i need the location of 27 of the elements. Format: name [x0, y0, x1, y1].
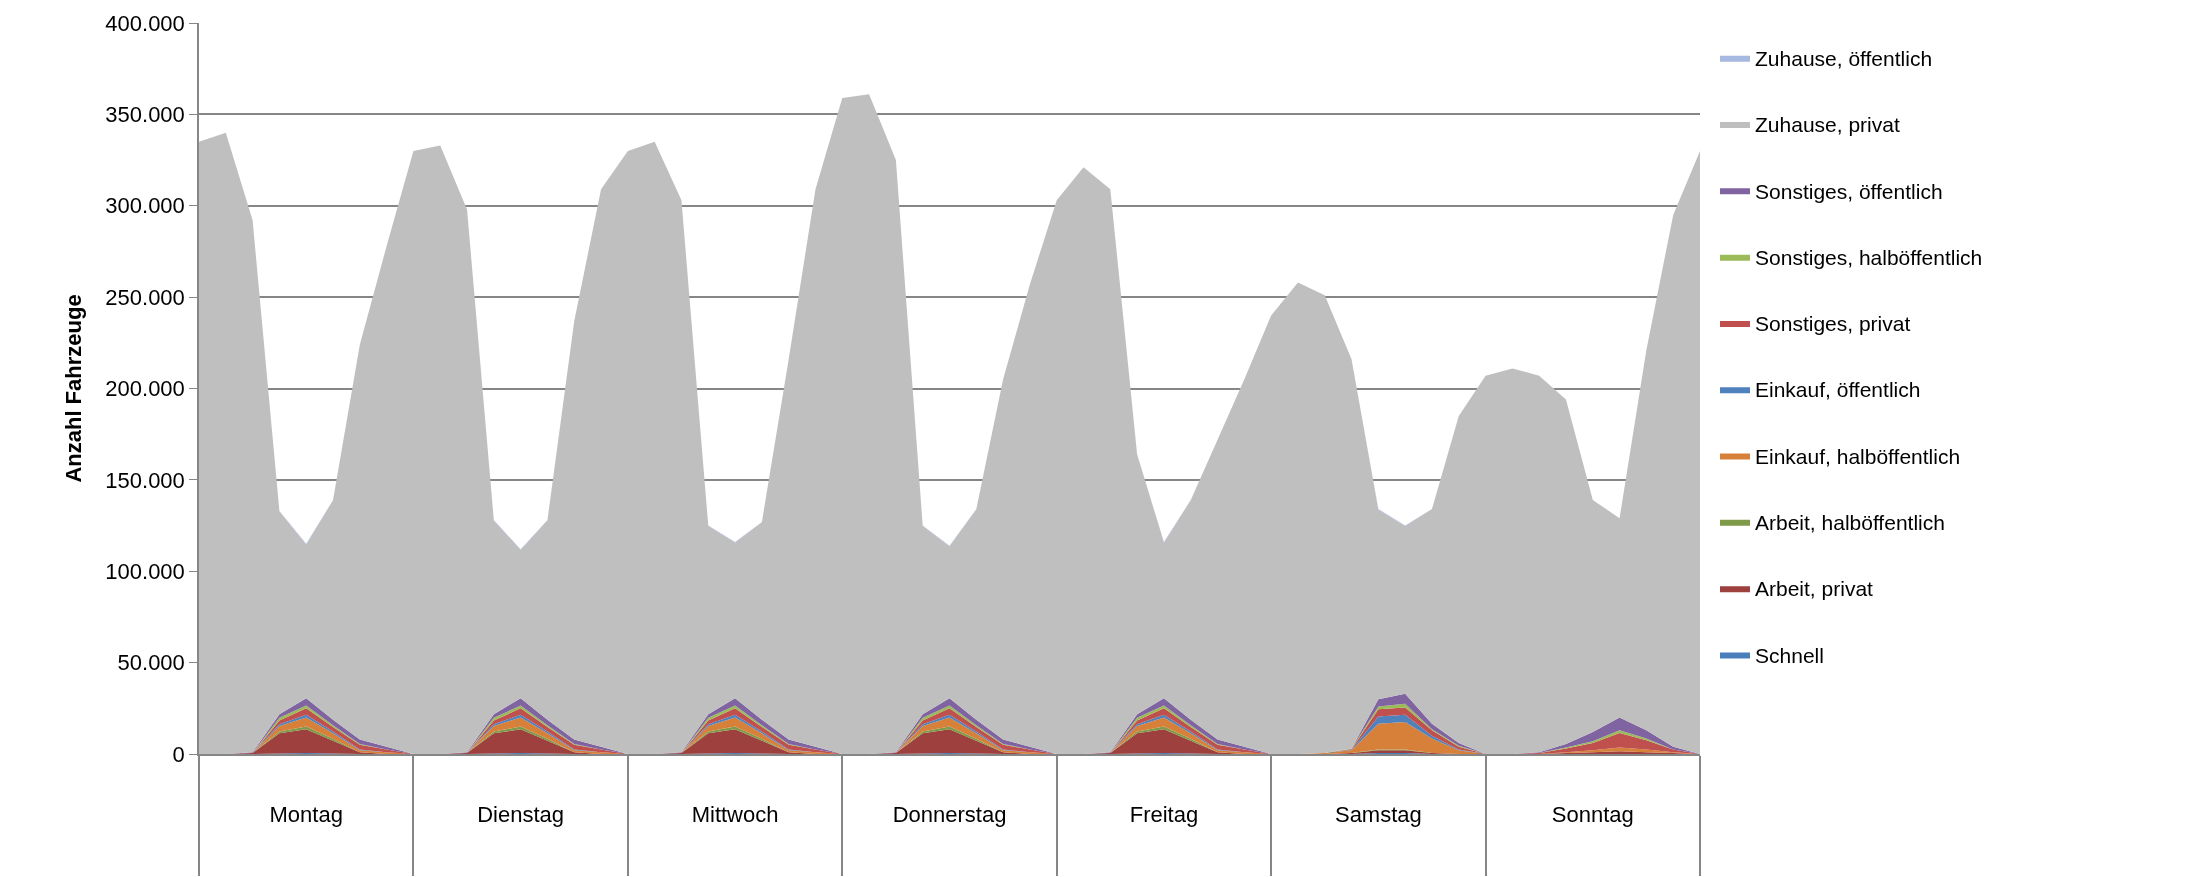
y-tick-label: 350.000	[105, 102, 185, 128]
y-tick-label: 100.000	[105, 558, 185, 584]
x-tick-label: Mittwoch	[691, 802, 779, 828]
x-tick-label: Samstag	[1334, 802, 1422, 828]
y-tick-label: 0	[172, 741, 185, 767]
y-tick-label: 200.000	[105, 376, 185, 402]
legend-label: Einkauf, öffentlich	[1755, 378, 1921, 402]
x-tick-label: Freitag	[1129, 802, 1199, 828]
x-tick-label: Sonntag	[1551, 802, 1634, 828]
legend-label: Arbeit, halböffentlich	[1755, 511, 1945, 535]
legend-label: Sonstiges, privat	[1755, 312, 1911, 336]
legend-label: Sonstiges, halböffentlich	[1755, 245, 1983, 269]
legend-label: Sonstiges, öffentlich	[1755, 179, 1943, 203]
y-tick-label: 400.000	[105, 10, 185, 36]
x-tick-label: Montag	[269, 802, 343, 828]
y-axis-title: Anzahl Fahrzeuge	[60, 294, 86, 483]
y-tick-label: 50.000	[117, 650, 185, 676]
legend-label: Schnell	[1755, 643, 1824, 667]
x-tick-label: Dienstag	[477, 802, 565, 828]
x-tick-label: Donnerstag	[892, 802, 1007, 828]
y-tick-label: 250.000	[105, 284, 185, 310]
legend-label: Zuhause, privat	[1755, 113, 1900, 137]
legend-label: Einkauf, halböffentlich	[1755, 444, 1961, 468]
legend-label: Arbeit, privat	[1755, 577, 1874, 601]
legend-label: Zuhause, öffentlich	[1755, 46, 1933, 70]
y-tick-label: 150.000	[105, 467, 185, 493]
y-tick-label: 300.000	[105, 193, 185, 219]
